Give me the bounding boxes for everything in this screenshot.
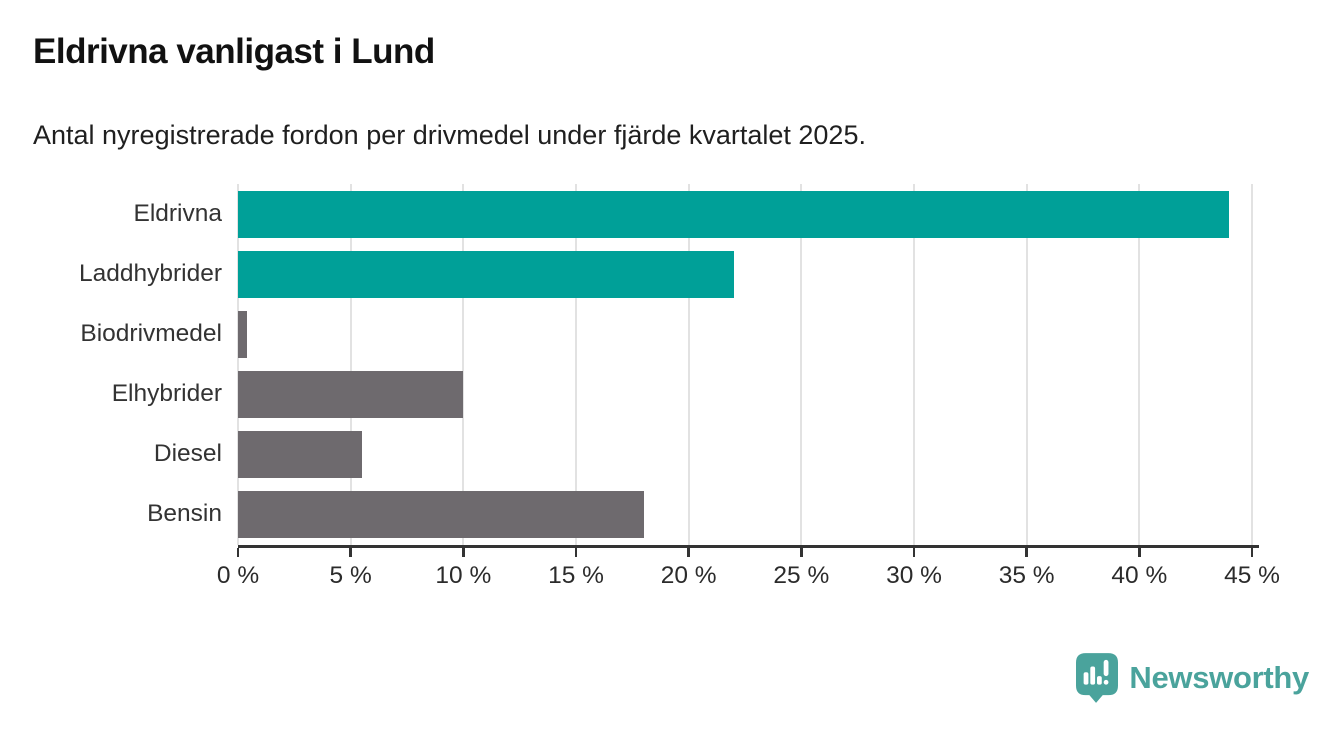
x-tick-5 [349, 548, 352, 557]
x-tick-label-0: 0 % [216, 562, 260, 589]
x-axis-line [238, 545, 1259, 548]
x-tick-15 [574, 548, 578, 557]
gridline-0 [237, 184, 239, 545]
x-tick-35 [1025, 548, 1028, 557]
page-title: Eldrivna vanligast i Lund [33, 32, 435, 71]
gridline-40 [1138, 184, 1141, 545]
x-tick-label-45: 45 % [1224, 562, 1280, 589]
bar-biodrivmedel [238, 311, 247, 358]
plot-area [237, 184, 1253, 545]
gridline-5 [349, 184, 352, 545]
x-tick-25 [800, 548, 803, 557]
newsworthy-logo-icon [1076, 653, 1119, 703]
bar-chart: Eldrivna Laddhybrider Biodrivmedel Elhybrid… [0, 184, 1340, 594]
category-label-elhybrider: Elhybrider [111, 380, 222, 407]
category-label-laddhybrider: Laddhybrider [78, 260, 222, 287]
category-label-biodrivmedel: Biodrivmedel [80, 320, 222, 347]
x-tick-label-35: 35 % [998, 562, 1055, 589]
category-axis: Eldrivna Laddhybrider Biodrivmedel Elhybrid… [0, 184, 222, 545]
bar-laddhybrider [238, 251, 734, 298]
x-tick-0 [236, 548, 240, 557]
x-tick-label-25: 25 % [773, 562, 830, 589]
chart-subtitle: Antal nyregistrerade fordon per drivmede… [33, 120, 866, 150]
bar-bensin [238, 491, 644, 538]
x-tick-label-10: 10 % [435, 562, 492, 589]
category-label-diesel: Diesel [153, 440, 222, 467]
gridline-15 [575, 184, 577, 545]
gridline-45 [1251, 184, 1253, 545]
brand-name: Newsworthy [1129, 660, 1309, 695]
category-label-bensin: Bensin [147, 500, 222, 527]
bar-eldrivna [238, 191, 1230, 238]
bar-elhybrider [238, 371, 464, 418]
bar-diesel [238, 431, 362, 478]
gridline-10 [462, 184, 465, 545]
x-tick-45 [1250, 548, 1254, 557]
x-tick-label-20: 20 % [660, 562, 717, 589]
gridline-25 [800, 184, 803, 545]
x-tick-10 [462, 548, 465, 557]
x-tick-30 [912, 548, 916, 557]
gridline-30 [913, 184, 915, 545]
x-tick-40 [1138, 548, 1141, 557]
x-tick-label-40: 40 % [1111, 562, 1168, 589]
gridline-20 [687, 184, 690, 545]
gridline-35 [1025, 184, 1028, 545]
x-tick-label-15: 15 % [548, 562, 604, 589]
x-tick-label-30: 30 % [886, 562, 942, 589]
category-label-eldrivna: Eldrivna [133, 200, 222, 227]
brand-footer: Newsworthy [1076, 653, 1309, 703]
x-tick-label-5: 5 % [329, 562, 372, 589]
x-tick-20 [687, 548, 690, 557]
